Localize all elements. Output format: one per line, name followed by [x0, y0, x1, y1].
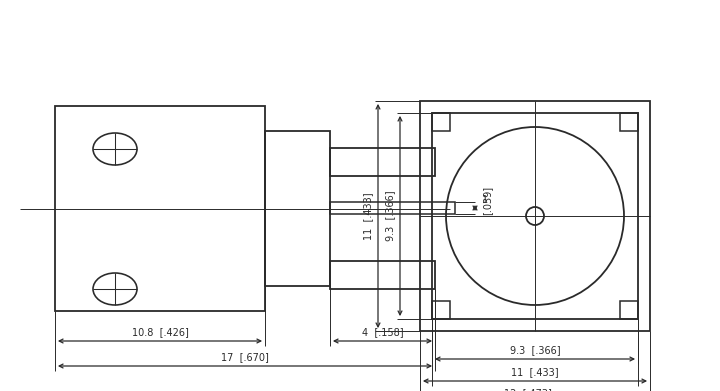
- Bar: [432, 301, 450, 319]
- Bar: [432, 113, 450, 131]
- Bar: [55, 106, 265, 311]
- Bar: [432, 113, 638, 319]
- Text: 1: 1: [482, 195, 488, 205]
- Bar: [620, 301, 638, 319]
- Text: 4  [.158]: 4 [.158]: [361, 327, 403, 337]
- Text: 17  [.670]: 17 [.670]: [221, 352, 269, 362]
- Text: 9.3  [.366]: 9.3 [.366]: [510, 345, 560, 355]
- Bar: [420, 101, 650, 331]
- Text: 12  [.473]sq.: 12 [.473]sq.: [504, 389, 566, 391]
- Text: 10.8  [.426]: 10.8 [.426]: [132, 327, 189, 337]
- Ellipse shape: [93, 273, 137, 305]
- Bar: [330, 202, 455, 214]
- Text: 9.3  [.366]: 9.3 [.366]: [385, 191, 395, 241]
- Bar: [330, 148, 435, 176]
- Ellipse shape: [93, 133, 137, 165]
- Bar: [620, 113, 638, 131]
- Text: [.039]: [.039]: [482, 186, 492, 215]
- Text: 11  [.433]: 11 [.433]: [511, 367, 559, 377]
- Bar: [265, 131, 330, 286]
- Text: 11  [.433]: 11 [.433]: [363, 192, 373, 240]
- Bar: [330, 261, 435, 289]
